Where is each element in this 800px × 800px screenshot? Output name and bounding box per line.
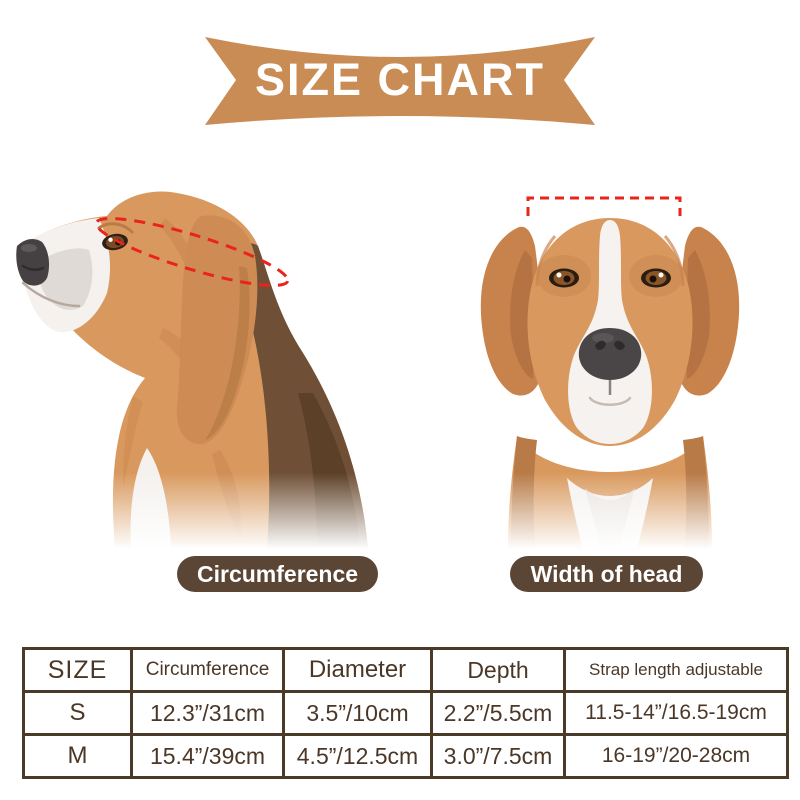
beagle-front-svg: [480, 196, 740, 550]
header-strap-length: Strap length adjustable: [563, 647, 789, 693]
cell-circumference-m: 15.4”/39cm: [130, 733, 285, 779]
table-row-s: S 12.3”/31cm 3.5”/10cm 2.2”/5.5cm 11.5-1…: [22, 690, 789, 736]
ribbon-banner: SIZE CHART: [203, 33, 597, 127]
dog-side-illustration: [15, 188, 400, 553]
cell-diameter-m: 4.5”/12.5cm: [282, 733, 433, 779]
header-circumference: Circumference: [130, 647, 285, 693]
size-table: SIZE Circumference Diameter Depth Strap …: [22, 647, 789, 779]
cell-size-s: S: [22, 690, 133, 736]
cell-size-m: M: [22, 733, 133, 779]
table-row-m: M 15.4”/39cm 4.5”/12.5cm 3.0”/7.5cm 16-1…: [22, 733, 789, 779]
header-diameter: Diameter: [282, 647, 433, 693]
cell-strap-s: 11.5-14”/16.5-19cm: [563, 690, 789, 736]
dog-neck: [508, 436, 712, 550]
banner-title: SIZE CHART: [255, 54, 545, 105]
ribbon-shape: [205, 37, 595, 125]
cell-circumference-s: 12.3”/31cm: [130, 690, 285, 736]
header-depth: Depth: [430, 647, 566, 693]
dog-left-eye: [549, 268, 579, 288]
head-width-dashed-bracket: [526, 196, 682, 216]
beagle-side-svg: [16, 191, 368, 548]
dog-front-illustration: [455, 188, 765, 553]
cell-depth-s: 2.2”/5.5cm: [430, 690, 566, 736]
dog-right-eye: [641, 268, 671, 288]
header-size: SIZE: [22, 647, 133, 693]
circumference-dashed-ellipse: [94, 217, 290, 287]
cell-diameter-s: 3.5”/10cm: [282, 690, 433, 736]
width-of-head-label: Width of head: [510, 556, 703, 592]
table-header-row: SIZE Circumference Diameter Depth Strap …: [22, 647, 789, 693]
cell-depth-m: 3.0”/7.5cm: [430, 733, 566, 779]
cell-strap-m: 16-19”/20-28cm: [563, 733, 789, 779]
dog-chest: [130, 448, 171, 548]
circumference-label: Circumference: [177, 556, 379, 592]
